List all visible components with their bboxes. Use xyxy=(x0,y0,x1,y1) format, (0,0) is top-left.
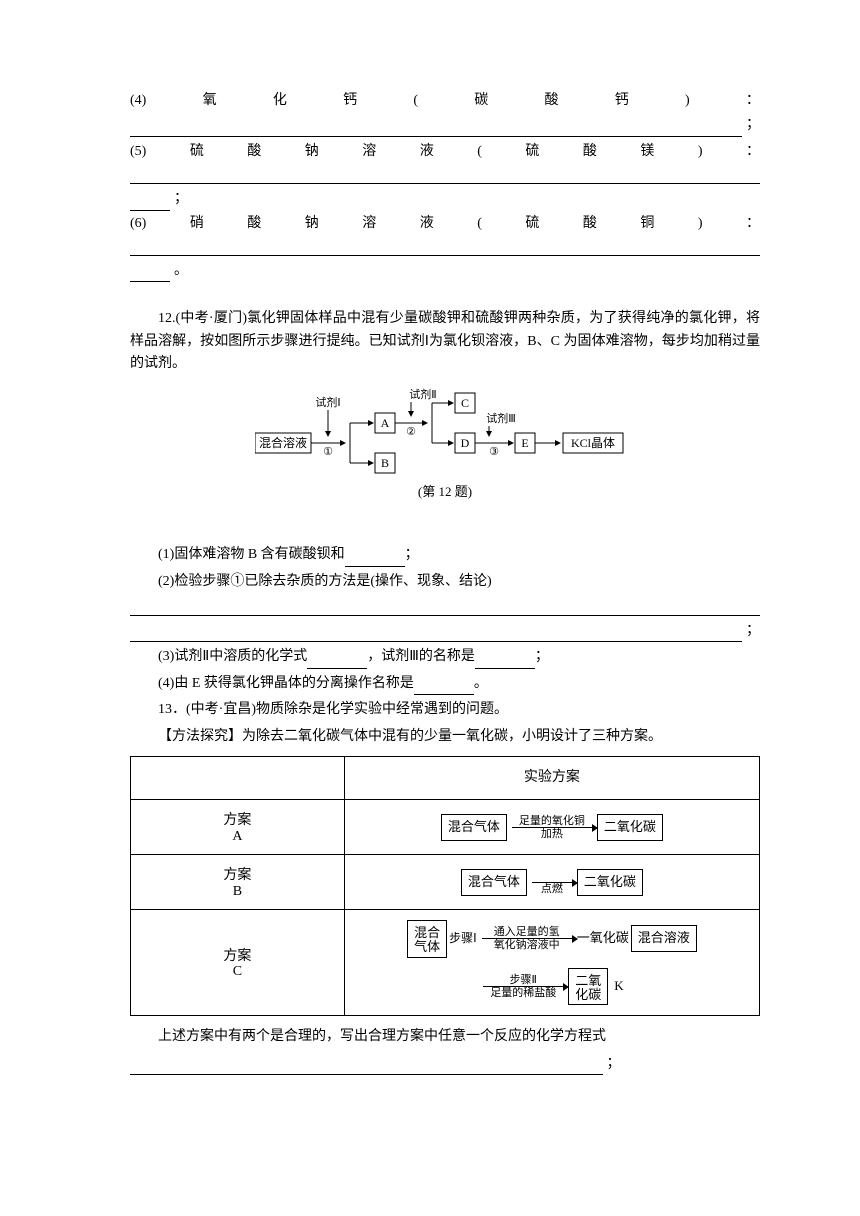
plan-a-label: 方案A xyxy=(131,800,345,855)
item-number: (6) xyxy=(130,213,146,235)
svg-text:②: ② xyxy=(406,426,416,438)
q13-plan-table: 实验方案 方案A 混合气体 足量的氧化铜 加热 二氧化碳 方案B xyxy=(130,756,760,1016)
step-label: 步骤Ⅰ xyxy=(449,929,477,948)
svg-text:试剂Ⅱ: 试剂Ⅱ xyxy=(409,388,436,401)
svg-text:试剂Ⅰ: 试剂Ⅰ xyxy=(315,395,340,409)
plan-b-flow: 混合气体 点燃 二氧化碳 xyxy=(344,855,759,910)
item-number: (5) xyxy=(130,141,146,163)
q12-sub4: (4)由 E 获得氯化钾晶体的分离操作名称是。 xyxy=(130,673,760,695)
fill-blank xyxy=(475,652,535,669)
flow-box: 混合气体 xyxy=(407,920,447,958)
blank-line: ； xyxy=(130,188,760,210)
tail-punct: ； xyxy=(742,114,760,136)
q13-method: 【方法探究】为除去二氧化碳气体中混有的少量一氧化碳，小明设计了三种方案。 xyxy=(130,726,760,748)
reaction-arrow: 点燃 xyxy=(529,870,575,895)
fill-blank xyxy=(345,550,405,567)
q12-sub2-head: (2)检验步骤①已除去杂质的方法是(操作、现象、结论) xyxy=(130,571,760,593)
plan-a-flow: 混合气体 足量的氧化铜 加热 二氧化碳 xyxy=(344,800,759,855)
tail-punct: 。 xyxy=(170,260,188,282)
header-plan: 实验方案 xyxy=(344,757,759,800)
flow-box: 二氧化碳 xyxy=(568,968,608,1006)
q12-sub1: (1)固体难溶物 B 含有碳酸钡和； xyxy=(130,544,760,566)
flow-box: 二氧化碳 xyxy=(597,814,663,841)
table-header-row: 实验方案 xyxy=(131,757,760,800)
header-empty xyxy=(131,757,345,800)
tail-punct: ； xyxy=(603,1053,621,1075)
blank-line xyxy=(130,165,760,184)
svg-text:③: ③ xyxy=(489,446,499,458)
flow-text: 一氧化碳 xyxy=(577,928,629,949)
q12-intro: 12.(中考·厦门)氯化钾固体样品中混有少量碳酸钾和硫酸钾两种杂质，为了获得纯净… xyxy=(130,308,760,375)
blank-line: ； xyxy=(130,620,760,642)
flow-text: K xyxy=(610,976,623,997)
flow-box: 二氧化碳 xyxy=(577,869,643,896)
svg-text:混合溶液: 混合溶液 xyxy=(259,435,307,450)
q12-flow-diagram: 混合溶液 ① 试剂Ⅰ A B ② 试剂Ⅱ xyxy=(130,388,760,478)
flow-box: 混合气体 xyxy=(441,814,507,841)
svg-text:D: D xyxy=(461,436,470,450)
svg-text:A: A xyxy=(381,416,390,430)
svg-text:C: C xyxy=(461,396,469,410)
item-number: (4) xyxy=(130,90,146,112)
svg-text:试剂Ⅲ: 试剂Ⅲ xyxy=(486,411,516,425)
blank-line: 。 xyxy=(130,260,760,282)
svg-text:B: B xyxy=(381,456,389,470)
blank-line: ； xyxy=(130,114,760,136)
table-row-a: 方案A 混合气体 足量的氧化铜 加热 二氧化碳 xyxy=(131,800,760,855)
fill-blank xyxy=(307,652,367,669)
blank-line xyxy=(130,237,760,256)
q13-head: 13．(中考·宜昌)物质除杂是化学实验中经常遇到的问题。 xyxy=(130,699,760,721)
reaction-arrow: 通入足量的氢 氧化钠溶液中 xyxy=(479,926,575,951)
table-row-b: 方案B 混合气体 点燃 二氧化碳 xyxy=(131,855,760,910)
plan-b-label: 方案B xyxy=(131,855,345,910)
q11-item-4: (4) 氧 化 钙 ( 碳 酸 钙 ) ： xyxy=(130,90,760,112)
reaction-arrow: 步骤Ⅱ 足量的稀盐酸 xyxy=(480,974,566,999)
svg-text:E: E xyxy=(521,436,528,450)
blank-line: ； xyxy=(130,1053,760,1075)
plan-c-flow: 混合气体 步骤Ⅰ 通入足量的氢 氧化钠溶液中 一氧化碳 混合溶液 步骤Ⅱ xyxy=(344,910,759,1016)
q11-item-6: (6) 硝 酸 钠 溶 液 ( 硫 酸 铜 ) ： xyxy=(130,213,760,235)
tail-punct: ； xyxy=(742,620,760,642)
blank-line xyxy=(130,597,760,616)
q11-item-5: (5) 硫 酸 钠 溶 液 ( 硫 酸 镁 ) ： xyxy=(130,141,760,163)
tail-punct: ； xyxy=(170,188,188,210)
plan-c-label: 方案C xyxy=(131,910,345,1016)
svg-text:①: ① xyxy=(323,446,333,458)
svg-text:KCl晶体: KCl晶体 xyxy=(571,436,615,450)
q12-sub3: (3)试剂Ⅱ中溶质的化学式，试剂Ⅲ的名称是； xyxy=(130,646,760,668)
q13-tail: 上述方案中有两个是合理的，写出合理方案中任意一个反应的化学方程式 xyxy=(130,1026,760,1048)
fill-blank xyxy=(414,678,474,695)
page-root: (4) 氧 化 钙 ( 碳 酸 钙 ) ： ； (5) 硫 酸 钠 溶 液 ( … xyxy=(0,0,860,1119)
q11-block: (4) 氧 化 钙 ( 碳 酸 钙 ) ： ； (5) 硫 酸 钠 溶 液 ( … xyxy=(130,90,760,282)
table-row-c: 方案C 混合气体 步骤Ⅰ 通入足量的氢 氧化钠溶液中 一氧化碳 混合溶液 xyxy=(131,910,760,1016)
flow-box: 混合气体 xyxy=(461,869,527,896)
reaction-arrow: 足量的氧化铜 加热 xyxy=(509,815,595,840)
q12-caption: (第 12 题) xyxy=(130,482,760,503)
flow-box: 混合溶液 xyxy=(631,925,697,952)
